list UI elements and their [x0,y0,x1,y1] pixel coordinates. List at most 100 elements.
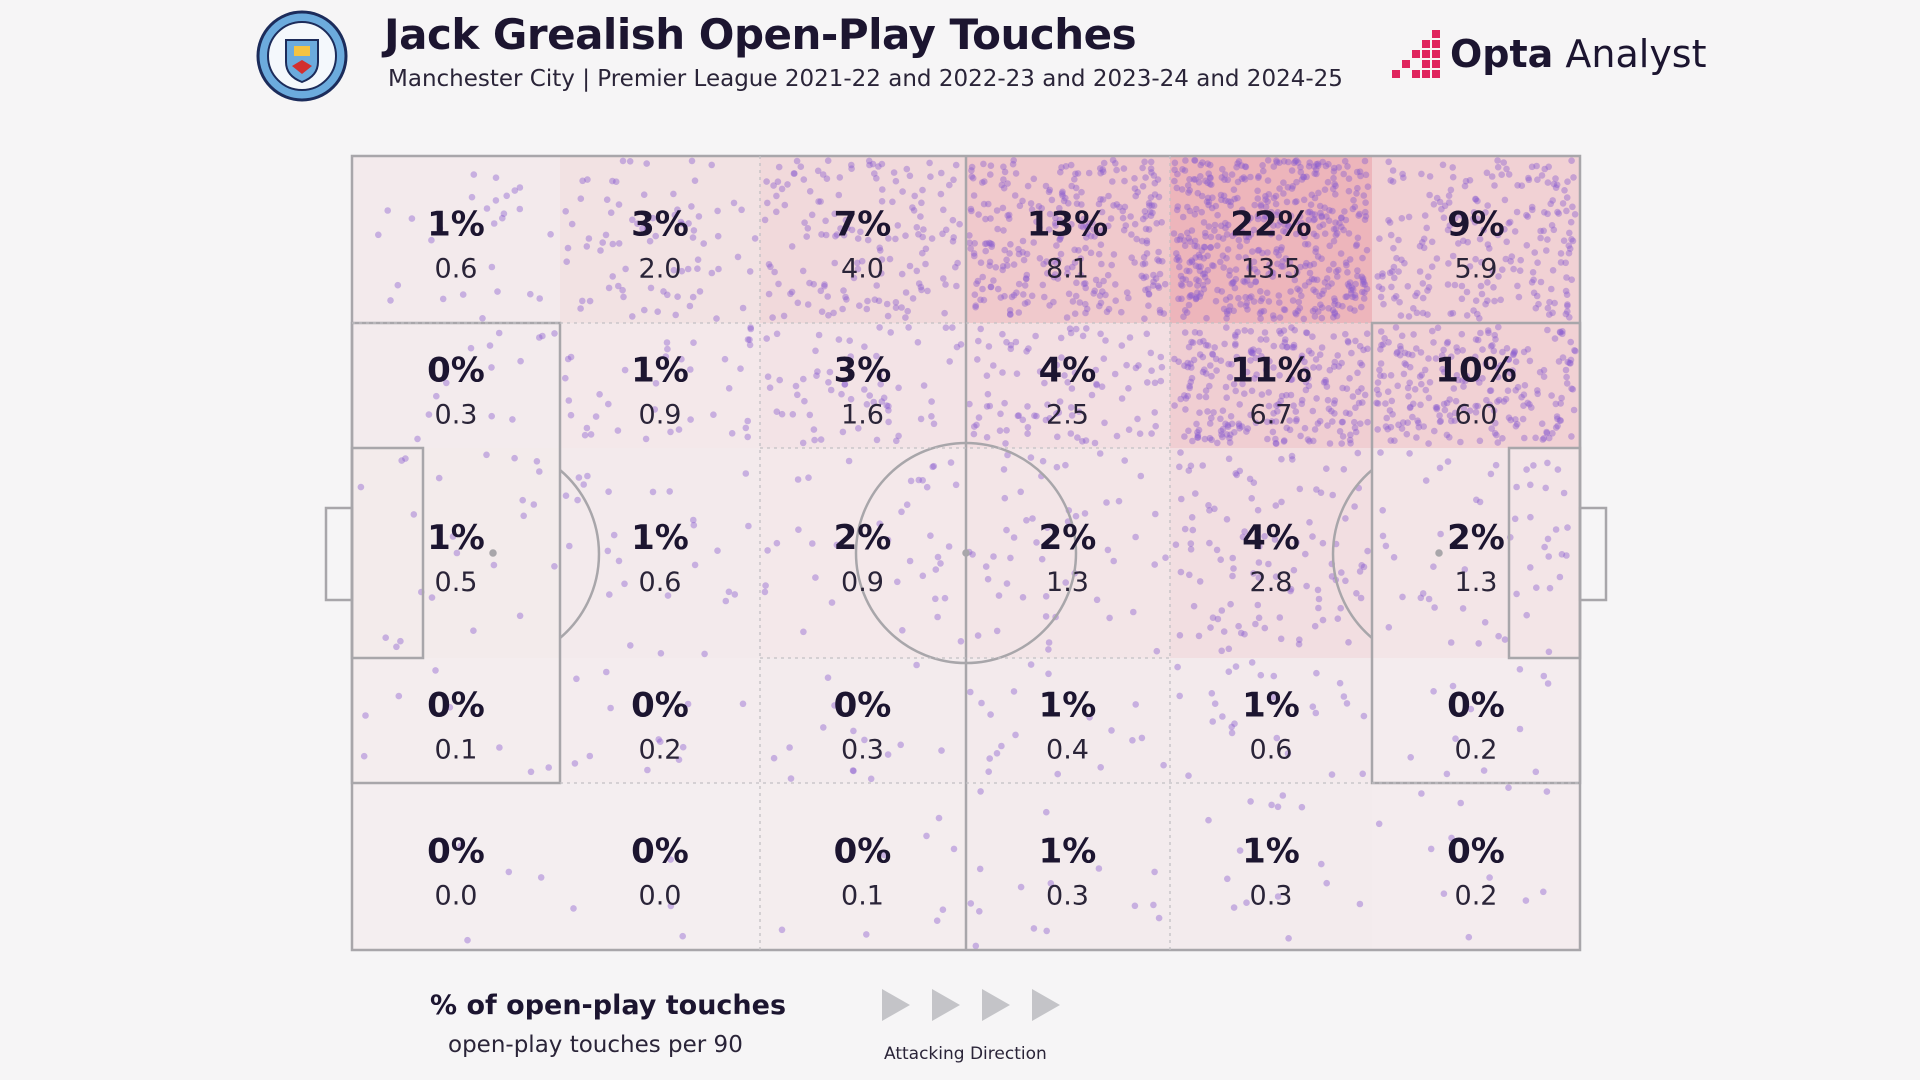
touch-dot [1544,210,1551,218]
touch-dot [1233,471,1240,479]
touch-dot [1225,198,1232,205]
touch-dot [1523,466,1530,473]
touch-dot [990,362,997,369]
touch-dot [1356,210,1363,218]
touch-dot [1059,192,1066,199]
touch-dot [940,275,947,282]
touch-dot [1545,648,1553,656]
touch-dot [1276,314,1284,321]
touch-dot [1083,305,1091,313]
touch-dot [1254,601,1262,609]
touch-dot [985,200,992,208]
touch-dot [1188,258,1196,266]
touch-dot [1207,174,1214,182]
touch-dot [923,832,930,840]
touch-dot [1543,788,1551,795]
touch-dot [1228,171,1236,178]
zone-percent-label: 13% [1027,205,1108,245]
zone-per90-label: 0.6 [435,254,478,285]
touch-dot [1059,188,1066,196]
touch-dot [1224,310,1231,318]
touch-dot [1554,415,1561,423]
touch-dot [1504,387,1512,395]
touch-dot [1565,242,1573,249]
touch-dot [1196,409,1203,417]
touch-dot [880,394,888,402]
touch-dot [1265,389,1272,396]
touch-dot [764,199,771,207]
touch-dot [982,563,990,570]
touch-dot [1077,255,1085,262]
touch-dot [744,433,751,441]
touch-dot [1380,341,1387,348]
touch-dot [1178,295,1185,303]
touch-dot [1230,307,1237,315]
touch-dot [537,874,545,881]
touch-dot [1417,349,1425,356]
zone-percent-label: 7% [834,205,892,245]
touch-dot [1280,327,1288,334]
touch-dot [1275,252,1282,259]
touch-dot [1023,517,1030,524]
touch-dot [1187,462,1195,470]
touch-dot [1347,286,1355,294]
touch-dot [898,270,906,278]
touch-dot [870,398,877,406]
touch-dot [1280,306,1288,313]
touch-dot [1207,244,1214,251]
touch-dot [1500,398,1508,405]
touch-dot [1045,646,1052,653]
touch-dot [688,203,695,210]
touch-dot [1462,377,1469,385]
touch-dot [1360,295,1368,302]
touch-dot [1093,380,1100,388]
touch-dot [1517,256,1524,264]
touch-dot [830,309,837,317]
touch-dot [1315,189,1322,197]
touch-dot [1042,416,1050,424]
touch-dot [806,279,813,287]
touch-dot [1331,295,1338,302]
touch-dot [1156,309,1164,316]
touch-dot [1276,185,1283,192]
touch-dot [1105,305,1113,313]
zone-percent-label: 9% [1447,205,1505,245]
touch-dot [1154,282,1162,290]
touch-dot [397,637,404,645]
touch-dot [1202,341,1210,349]
touch-dot [1339,384,1346,392]
touch-dot [1250,226,1258,234]
touch-dot [1521,382,1529,389]
touch-dot [687,416,694,423]
touch-dot [1024,403,1031,410]
touch-dot [1331,297,1339,305]
touch-dot [1241,176,1249,183]
touch-dot [966,232,973,239]
touch-dot [1301,233,1308,240]
touch-dot [1148,202,1156,209]
touch-dot [1279,263,1287,270]
touch-dot [1120,226,1128,234]
touch-dot [1200,243,1208,251]
touch-dot [1250,298,1258,305]
touch-dot [820,724,827,731]
touch-dot [1046,415,1053,422]
touch-dot [1405,213,1413,221]
touch-dot [1196,329,1203,337]
touch-dot [1235,294,1242,302]
touch-dot [1474,215,1481,222]
touch-dot [1226,272,1233,279]
touch-dot [1502,255,1510,263]
touch-dot [671,211,679,219]
touch-dot [1243,368,1251,376]
touch-dot [1446,222,1454,229]
touch-dot [690,227,698,234]
touch-dot [1241,630,1248,638]
touch-dot [1142,174,1149,181]
touch-dot [975,337,982,345]
touch-dot [848,226,856,234]
touch-dot [1349,205,1357,213]
touch-dot [1220,264,1227,271]
touch-dot [551,563,558,570]
touch-dot [1533,584,1540,591]
